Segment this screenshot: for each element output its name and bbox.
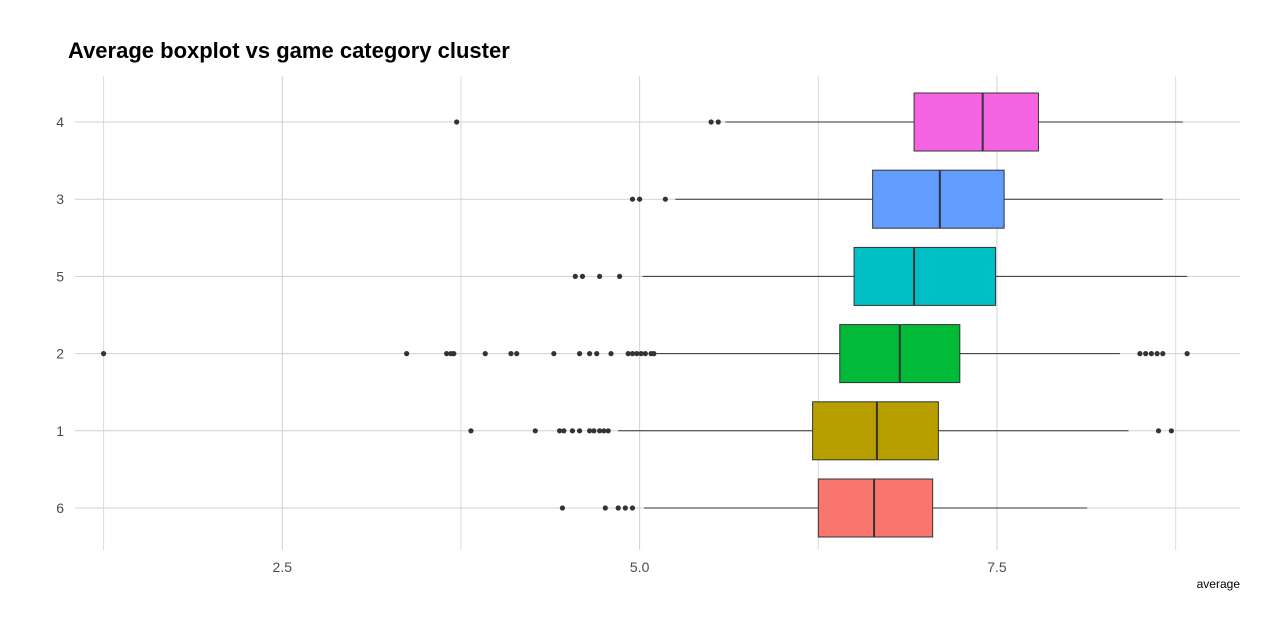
outlier-point <box>1155 428 1162 434</box>
outlier-point <box>587 351 593 357</box>
y-tick-label: 5 <box>56 268 64 284</box>
outlier-point <box>572 273 578 279</box>
y-tick-label: 2 <box>56 346 64 362</box>
box-5 <box>853 246 997 306</box>
outlier-point <box>708 119 714 125</box>
outlier-point <box>579 273 586 279</box>
label-layer: 2.5 5.0 7.5 4 3 5 2 1 6 <box>56 114 1007 575</box>
outlier-point <box>629 351 636 357</box>
outlier-point <box>622 505 628 511</box>
outlier-point <box>625 351 631 357</box>
x-tick-label: 7.5 <box>987 559 1007 575</box>
outlier-point <box>1148 351 1154 357</box>
outlier-point <box>591 428 597 434</box>
box-4 <box>913 92 1039 152</box>
outlier-point <box>642 351 648 357</box>
outlier-point <box>615 505 621 511</box>
x-tick-label: 5.0 <box>630 559 650 575</box>
outlier-point <box>482 351 488 357</box>
outlier-point <box>605 428 611 434</box>
outlier-point <box>556 428 563 434</box>
outlier-point <box>608 351 614 357</box>
outlier-point <box>444 351 450 357</box>
outlier-point <box>1137 351 1143 357</box>
outlier-point <box>617 273 623 279</box>
outlier-point <box>594 351 600 357</box>
outlier-point <box>587 428 593 434</box>
outlier-point <box>514 351 520 357</box>
chart-title: Average boxplot vs game category cluster <box>68 38 510 63</box>
outlier-point <box>508 351 514 357</box>
outlier-point <box>597 273 603 279</box>
outlier-point <box>404 351 410 357</box>
y-tick-label: 4 <box>56 114 64 130</box>
outlier-point <box>651 351 657 357</box>
outlier-point <box>1160 351 1166 357</box>
outlier-point <box>532 428 538 434</box>
box-6 <box>817 478 934 538</box>
outlier-point <box>629 196 636 202</box>
outlier-point <box>601 428 607 434</box>
outlier-point <box>576 428 583 434</box>
box-group-1 <box>468 401 1174 461</box>
outlier-point <box>454 119 460 125</box>
outlier-point <box>1143 351 1149 357</box>
y-tick-label: 6 <box>56 500 64 516</box>
outlier-point <box>100 351 107 357</box>
outlier-point <box>559 505 566 511</box>
outlier-point <box>468 428 474 434</box>
outlier-point <box>1168 428 1174 434</box>
x-axis-title: average <box>1197 577 1241 591</box>
box-group-4 <box>454 92 1183 152</box>
outlier-point <box>451 351 457 357</box>
outlier-point <box>715 119 721 125</box>
outlier-point <box>561 428 567 434</box>
box-1 <box>812 401 939 461</box>
outlier-point <box>551 351 557 357</box>
outlier-point <box>638 351 644 357</box>
outlier-point <box>597 428 603 434</box>
outlier-point <box>1184 351 1190 357</box>
outlier-point <box>1154 351 1160 357</box>
outlier-point <box>634 351 640 357</box>
outlier-point <box>576 351 583 357</box>
x-tick-label: 2.5 <box>273 559 293 575</box>
outlier-point <box>602 505 608 511</box>
grid-layer <box>75 76 1240 550</box>
box-group-2 <box>100 324 1190 384</box>
outlier-point <box>569 428 576 434</box>
y-tick-label: 1 <box>56 423 64 439</box>
box-layer <box>100 92 1190 538</box>
box-group-6 <box>559 478 1088 538</box>
outlier-point <box>629 505 636 511</box>
box-group-5 <box>572 246 1188 306</box>
box-group-3 <box>629 169 1163 229</box>
box-3 <box>872 169 1005 229</box>
outlier-point <box>662 196 668 202</box>
outlier-point <box>637 196 643 202</box>
y-tick-label: 3 <box>56 191 64 207</box>
